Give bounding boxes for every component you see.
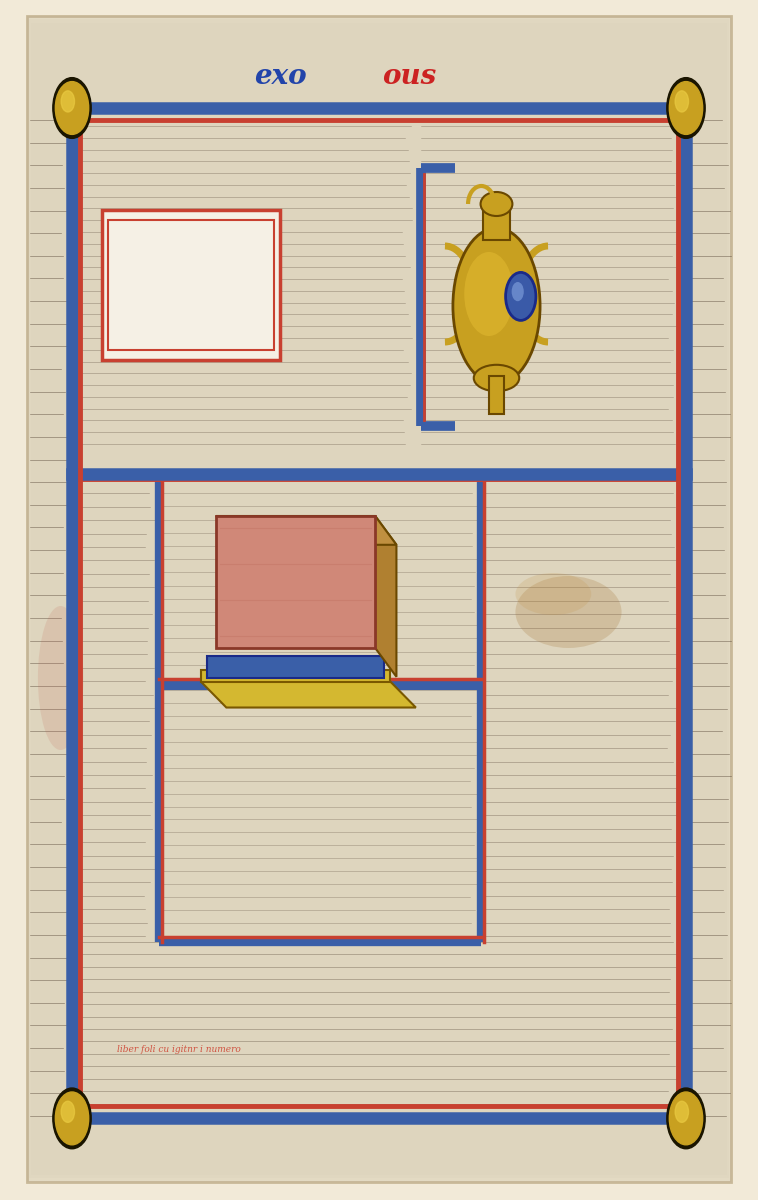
Circle shape [61,1102,74,1122]
Ellipse shape [474,365,519,391]
Circle shape [675,1102,688,1122]
Bar [216,516,375,648]
Circle shape [512,282,524,301]
Circle shape [506,272,536,320]
Circle shape [55,1092,89,1145]
Text: ous: ous [382,64,437,90]
Ellipse shape [464,252,514,336]
Bar [201,670,390,682]
Bar [80,120,678,1106]
Bar [483,210,510,240]
Bar [72,108,686,1118]
Circle shape [61,91,74,112]
Polygon shape [201,682,416,708]
Polygon shape [216,516,396,545]
Polygon shape [375,516,396,677]
Bar [207,656,384,678]
Circle shape [53,1088,91,1148]
Bar [489,376,504,414]
Ellipse shape [38,606,83,750]
Circle shape [55,82,89,134]
Ellipse shape [515,572,591,614]
Bar [102,210,280,360]
Circle shape [669,1092,703,1145]
Circle shape [675,91,688,112]
Circle shape [53,78,91,138]
Text: exo: exo [254,64,307,90]
Circle shape [669,82,703,134]
Bar [108,220,274,350]
Ellipse shape [453,228,540,384]
Text: liber foli cu igitnr i numero: liber foli cu igitnr i numero [117,1045,241,1055]
Ellipse shape [515,576,622,648]
Circle shape [667,1088,705,1148]
Circle shape [667,78,705,138]
Ellipse shape [481,192,512,216]
